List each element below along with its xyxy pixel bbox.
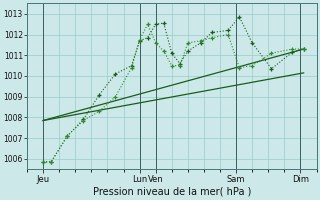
X-axis label: Pression niveau de la mer( hPa ): Pression niveau de la mer( hPa ) (92, 187, 251, 197)
